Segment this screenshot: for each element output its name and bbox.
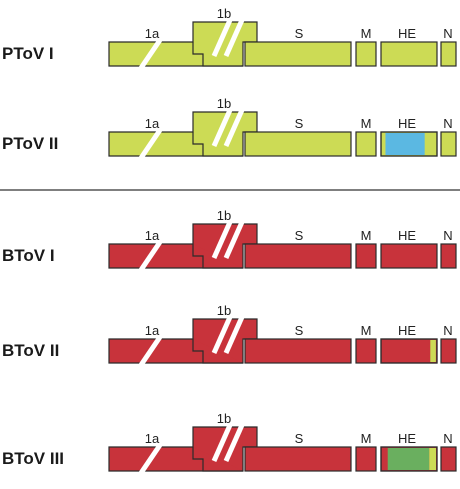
he-insert bbox=[387, 448, 430, 470]
gene-label-s: S bbox=[295, 431, 304, 446]
gene-label-s: S bbox=[295, 323, 304, 338]
gene-label-n: N bbox=[443, 431, 452, 446]
gene-label-he: HE bbox=[398, 323, 416, 338]
m-gene-box bbox=[355, 446, 377, 472]
orf1ab-segment bbox=[108, 223, 258, 269]
gene-label-1b: 1b bbox=[217, 6, 231, 21]
gene-label-1a: 1a bbox=[145, 431, 160, 446]
s-gene-box bbox=[244, 446, 352, 472]
m-gene-box bbox=[355, 131, 377, 157]
orf1b-overlap bbox=[192, 447, 243, 472]
break-mark-1b-left bbox=[211, 423, 233, 463]
break-mark-1b-right bbox=[223, 423, 245, 463]
gene-label-n: N bbox=[443, 323, 452, 338]
s-gene-box bbox=[244, 338, 352, 364]
gene-label-1a: 1a bbox=[145, 26, 160, 41]
he-gene-outline bbox=[380, 338, 438, 364]
orf1ab-segment bbox=[108, 426, 258, 472]
break-mark-1b-right bbox=[223, 220, 245, 260]
gene-label-1b: 1b bbox=[217, 303, 231, 318]
n-gene-box bbox=[440, 446, 457, 472]
gene-label-1b: 1b bbox=[217, 411, 231, 426]
he-insert bbox=[385, 133, 425, 155]
he-insert bbox=[430, 340, 436, 362]
he-gene-box bbox=[380, 338, 438, 364]
strain-label: PToV I bbox=[2, 44, 54, 63]
gene-label-s: S bbox=[295, 228, 304, 243]
gene-label-1a: 1a bbox=[145, 323, 160, 338]
genome-row-btov-ii: BToV II 1a 1b S M HE N bbox=[2, 303, 457, 367]
orf1ab-segment bbox=[108, 21, 258, 67]
genome-row-ptov-ii: PToV II 1a 1b S M HE N bbox=[2, 96, 457, 160]
n-gene-box bbox=[440, 243, 457, 269]
genome-row-btov-iii: BToV III 1a 1b S M HE N bbox=[2, 411, 457, 475]
break-mark-1b-right bbox=[223, 18, 245, 58]
strain-label: PToV II bbox=[2, 134, 58, 153]
break-mark-1a bbox=[138, 128, 163, 160]
m-gene-box bbox=[355, 41, 377, 67]
gene-label-1a: 1a bbox=[145, 116, 160, 131]
gene-label-1a: 1a bbox=[145, 228, 160, 243]
m-gene-box bbox=[355, 243, 377, 269]
break-mark-1b-left bbox=[211, 220, 233, 260]
n-gene-box bbox=[440, 131, 457, 157]
genome-row-btov-i: BToV I 1a 1b S M HE N bbox=[2, 208, 457, 272]
break-mark-1b-right bbox=[223, 315, 245, 355]
he-gene-box bbox=[380, 243, 438, 269]
gene-label-he: HE bbox=[398, 228, 416, 243]
break-mark-1a bbox=[138, 335, 163, 367]
he-gene-box bbox=[380, 41, 438, 67]
gene-label-he: HE bbox=[398, 431, 416, 446]
gene-label-s: S bbox=[295, 116, 304, 131]
he-gene-outline bbox=[380, 446, 438, 472]
strain-label: BToV II bbox=[2, 341, 59, 360]
s-gene-box bbox=[244, 243, 352, 269]
gene-label-1b: 1b bbox=[217, 208, 231, 223]
break-mark-1a bbox=[138, 38, 163, 70]
break-mark-1b-left bbox=[211, 18, 233, 58]
gene-label-n: N bbox=[443, 116, 452, 131]
orf1b-overlap bbox=[192, 339, 243, 364]
orf1ab-segment bbox=[108, 111, 258, 157]
orf1b-overlap bbox=[192, 132, 243, 157]
n-gene-box bbox=[440, 338, 457, 364]
gene-label-1b: 1b bbox=[217, 96, 231, 111]
break-mark-1b-left bbox=[211, 315, 233, 355]
orf1b-overlap bbox=[192, 244, 243, 269]
strain-label: BToV I bbox=[2, 246, 55, 265]
genome-rows: PToV I 1a 1b S M HE N PToV II 1a 1b S M HE N BToV I 1a 1… bbox=[2, 6, 457, 475]
break-mark-1b-right bbox=[223, 108, 245, 148]
orf1ab-segment bbox=[108, 318, 258, 364]
orf1b-overlap bbox=[192, 42, 243, 67]
break-mark-1a bbox=[138, 240, 163, 272]
gene-label-n: N bbox=[443, 228, 452, 243]
s-gene-box bbox=[244, 41, 352, 67]
he-gene-outline bbox=[380, 131, 438, 157]
s-gene-box bbox=[244, 131, 352, 157]
gene-label-m: M bbox=[361, 26, 372, 41]
n-gene-box bbox=[440, 41, 457, 67]
strain-label: BToV III bbox=[2, 449, 64, 468]
gene-label-he: HE bbox=[398, 116, 416, 131]
gene-label-m: M bbox=[361, 431, 372, 446]
gene-label-m: M bbox=[361, 323, 372, 338]
genome-row-ptov-i: PToV I 1a 1b S M HE N bbox=[2, 6, 457, 70]
gene-label-he: HE bbox=[398, 26, 416, 41]
gene-label-n: N bbox=[443, 26, 452, 41]
gene-label-m: M bbox=[361, 228, 372, 243]
gene-label-m: M bbox=[361, 116, 372, 131]
gene-label-s: S bbox=[295, 26, 304, 41]
he-edge-fill bbox=[429, 448, 436, 470]
break-mark-1b-left bbox=[211, 108, 233, 148]
break-mark-1a bbox=[138, 443, 163, 475]
m-gene-box bbox=[355, 338, 377, 364]
